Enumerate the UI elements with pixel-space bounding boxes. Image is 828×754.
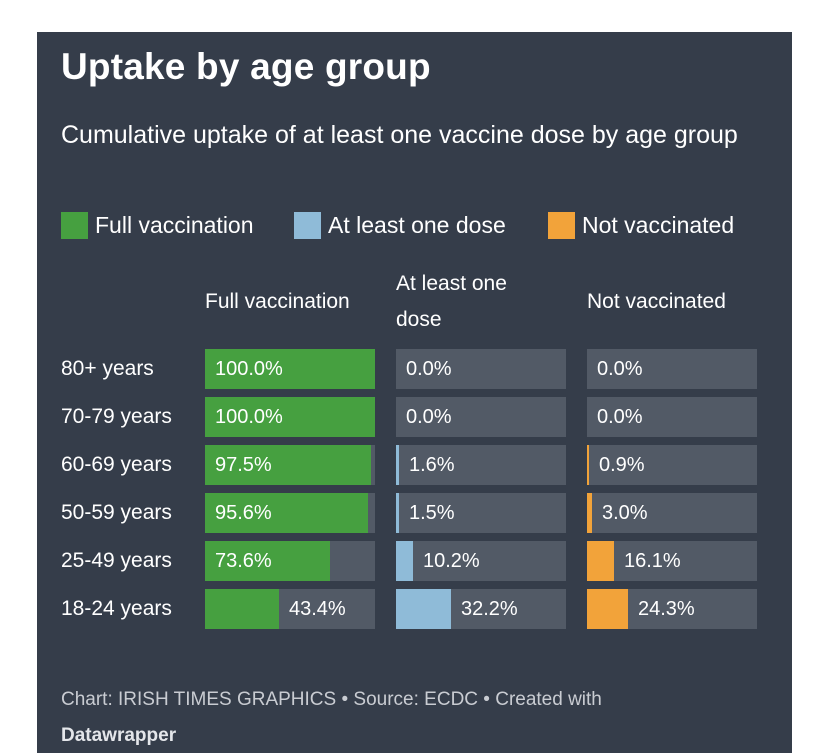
data-label: 0.0% <box>406 406 452 428</box>
data-label: 97.5% <box>215 454 272 476</box>
data-label: 100.0% <box>215 358 283 380</box>
legend-label: Not vaccinated <box>582 212 735 238</box>
data-label: 0.0% <box>597 406 643 428</box>
bar-cell-full-vaccination: 73.6% <box>205 541 375 581</box>
bar-cell-full-vaccination: 95.6% <box>205 493 375 533</box>
bar-at-least-one-dose <box>396 541 413 581</box>
bar-cell-not-vaccinated: 24.3% <box>587 589 757 629</box>
bar-cell-at-least-one-dose: 0.0% <box>396 397 566 437</box>
data-label: 32.2% <box>461 598 518 620</box>
data-label: 43.4% <box>289 598 346 620</box>
column-header-full-vaccination: Full vaccination <box>205 290 350 313</box>
bar-cell-full-vaccination: 43.4% <box>205 589 375 629</box>
footer-credit: Chart: IRISH TIMES GRAPHICS • Source: EC… <box>61 689 602 710</box>
row-label: 80+ years <box>61 357 154 380</box>
bar-at-least-one-dose <box>396 589 451 629</box>
bar-at-least-one-dose <box>396 445 399 485</box>
row-label: 50-59 years <box>61 501 172 524</box>
data-label: 95.6% <box>215 502 272 524</box>
bar-full-vaccination <box>205 445 371 485</box>
bar-cell-not-vaccinated: 0.0% <box>587 349 757 389</box>
chart-card: Uptake by age group Cumulative uptake of… <box>37 32 792 753</box>
bar-cell-full-vaccination: 100.0% <box>205 397 375 437</box>
row-label: 60-69 years <box>61 453 172 476</box>
bar-cell-at-least-one-dose: 1.5% <box>396 493 566 533</box>
bar-full-vaccination <box>205 541 330 581</box>
data-label: 73.6% <box>215 550 272 572</box>
bar-not-vaccinated <box>587 589 628 629</box>
bar-cell-not-vaccinated: 0.9% <box>587 445 757 485</box>
bar-cell-at-least-one-dose: 1.6% <box>396 445 566 485</box>
chart-footer: Chart: IRISH TIMES GRAPHICS • Source: EC… <box>61 682 761 754</box>
bar-cell-full-vaccination: 97.5% <box>205 445 375 485</box>
data-label: 16.1% <box>624 550 681 572</box>
legend-swatch-full-vaccination <box>61 212 88 239</box>
column-header-not-vaccinated: Not vaccinated <box>587 290 726 313</box>
chart-title: Uptake by age group <box>61 46 431 87</box>
bar-cell-full-vaccination: 100.0% <box>205 349 375 389</box>
data-label: 0.0% <box>406 358 452 380</box>
bar-not-vaccinated <box>587 493 592 533</box>
bar-cell-not-vaccinated: 16.1% <box>587 541 757 581</box>
legend-swatch-not-vaccinated <box>548 212 575 239</box>
data-label: 3.0% <box>602 502 648 524</box>
bar-cell-at-least-one-dose: 10.2% <box>396 541 566 581</box>
data-label: 0.9% <box>599 454 645 476</box>
bar-full-vaccination <box>205 589 279 629</box>
bar-cell-at-least-one-dose: 0.0% <box>396 349 566 389</box>
legend-label: Full vaccination <box>95 212 254 238</box>
row-label: 70-79 years <box>61 405 172 428</box>
legend-label: At least one dose <box>328 212 506 238</box>
bar-full-vaccination <box>205 493 368 533</box>
row-label: 18-24 years <box>61 597 172 620</box>
bar-cell-at-least-one-dose: 32.2% <box>396 589 566 629</box>
bar-cell-not-vaccinated: 0.0% <box>587 397 757 437</box>
data-label: 0.0% <box>597 358 643 380</box>
bar-full-vaccination <box>205 397 375 437</box>
bar-not-vaccinated <box>587 445 589 485</box>
data-label: 1.5% <box>409 502 455 524</box>
row-label: 25-49 years <box>61 549 172 572</box>
chart-subtitle: Cumulative uptake of at least one vaccin… <box>61 121 738 149</box>
data-label: 24.3% <box>638 598 695 620</box>
bar-not-vaccinated <box>587 541 614 581</box>
data-label: 10.2% <box>423 550 480 572</box>
column-header-at-least-one-dose: At least one dose <box>396 272 507 331</box>
bar-at-least-one-dose <box>396 493 399 533</box>
data-label: 100.0% <box>215 406 283 428</box>
bar-full-vaccination <box>205 349 375 389</box>
bar-cell-not-vaccinated: 3.0% <box>587 493 757 533</box>
legend-swatch-at-least-one-dose <box>294 212 321 239</box>
data-label: 1.6% <box>409 454 455 476</box>
footer-brand: Datawrapper <box>61 725 177 746</box>
